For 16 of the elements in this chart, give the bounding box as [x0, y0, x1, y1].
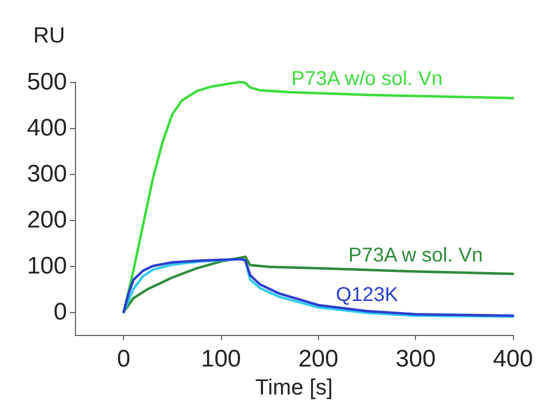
y-tick-label: 300 — [26, 160, 67, 188]
x-tick-label: 100 — [200, 346, 242, 372]
x-tick-label: 400 — [492, 346, 534, 372]
series-label: P73A w/o sol. Vn — [291, 68, 443, 90]
series-label: Q123K — [336, 284, 399, 306]
y-tick-label: 0 — [54, 298, 67, 326]
x-tick-label: 200 — [298, 346, 338, 372]
y-tick-label: 200 — [26, 206, 67, 234]
x-tick-label: 300 — [396, 346, 436, 372]
x-axis-title: Time [s] — [255, 374, 333, 400]
y-tick-label: 400 — [26, 114, 67, 142]
y-tick-label: 100 — [26, 252, 67, 280]
series-label: P73A w sol. Vn — [348, 244, 483, 267]
y-tick-label: 500 — [26, 68, 67, 96]
y-axis-title: RU — [33, 22, 65, 48]
x-tick-label: 0 — [116, 346, 130, 372]
